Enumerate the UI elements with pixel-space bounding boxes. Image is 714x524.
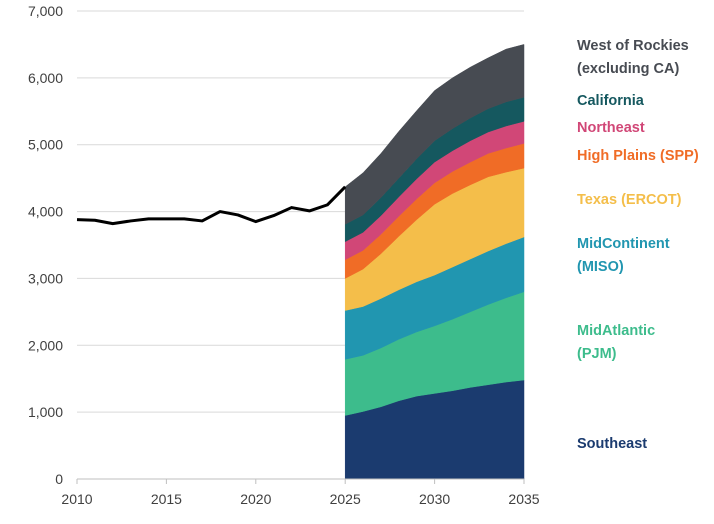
y-tick-label-2000: 2,000 xyxy=(28,337,63,353)
legend-northeast: Northeast xyxy=(577,120,645,136)
legend-southeast: Southeast xyxy=(577,436,647,452)
y-tick-label-5000: 5,000 xyxy=(28,137,63,153)
y-tick-label-3000: 3,000 xyxy=(28,270,63,286)
legend-midcontinent-miso: MidContinent xyxy=(577,236,670,252)
legend-midatlantic-pjm-line2: (PJM) xyxy=(577,346,617,362)
x-tick-label-2015: 2015 xyxy=(151,491,182,507)
x-axis xyxy=(76,478,525,484)
x-tick-label-2035: 2035 xyxy=(508,491,539,507)
legend-california: California xyxy=(577,93,645,109)
x-axis-ticks: 2010 2015 2020 2025 2030 2035 xyxy=(61,491,539,507)
historical-series xyxy=(76,185,347,226)
stacked-areas xyxy=(344,44,525,480)
x-tick-label-2030: 2030 xyxy=(419,491,450,507)
area-west-of-rockies-excluding-ca xyxy=(344,44,525,225)
y-axis-ticks: 0 1,000 2,000 3,000 4,000 5,000 6,000 7,000 xyxy=(28,3,63,487)
x-tick-label-2025: 2025 xyxy=(330,491,361,507)
gridlines xyxy=(77,10,524,413)
y-tick-label-4000: 4,000 xyxy=(28,204,63,220)
historical-line xyxy=(76,185,347,226)
legend-texas-ercot: Texas (ERCOT) xyxy=(577,192,682,208)
legend-high-plains-spp: High Plains (SPP) xyxy=(577,148,699,164)
legend-west-of-rockies-excluding-ca-line2: (excluding CA) xyxy=(577,61,679,77)
legend-midcontinent-miso-line2: (MISO) xyxy=(577,259,624,275)
x-tick-label-2010: 2010 xyxy=(61,491,92,507)
legend-west-of-rockies-excluding-ca: West of Rockies xyxy=(577,38,689,54)
y-tick-label-7000: 7,000 xyxy=(28,3,63,19)
y-tick-label-6000: 6,000 xyxy=(28,70,63,86)
y-tick-label-1000: 1,000 xyxy=(28,404,63,420)
legend: Southeast MidAtlantic (PJM) MidContinent (MI… xyxy=(577,38,699,452)
x-tick-label-2020: 2020 xyxy=(240,491,271,507)
legend-midatlantic-pjm: MidAtlantic xyxy=(577,323,655,339)
y-tick-label-0: 0 xyxy=(55,471,63,487)
